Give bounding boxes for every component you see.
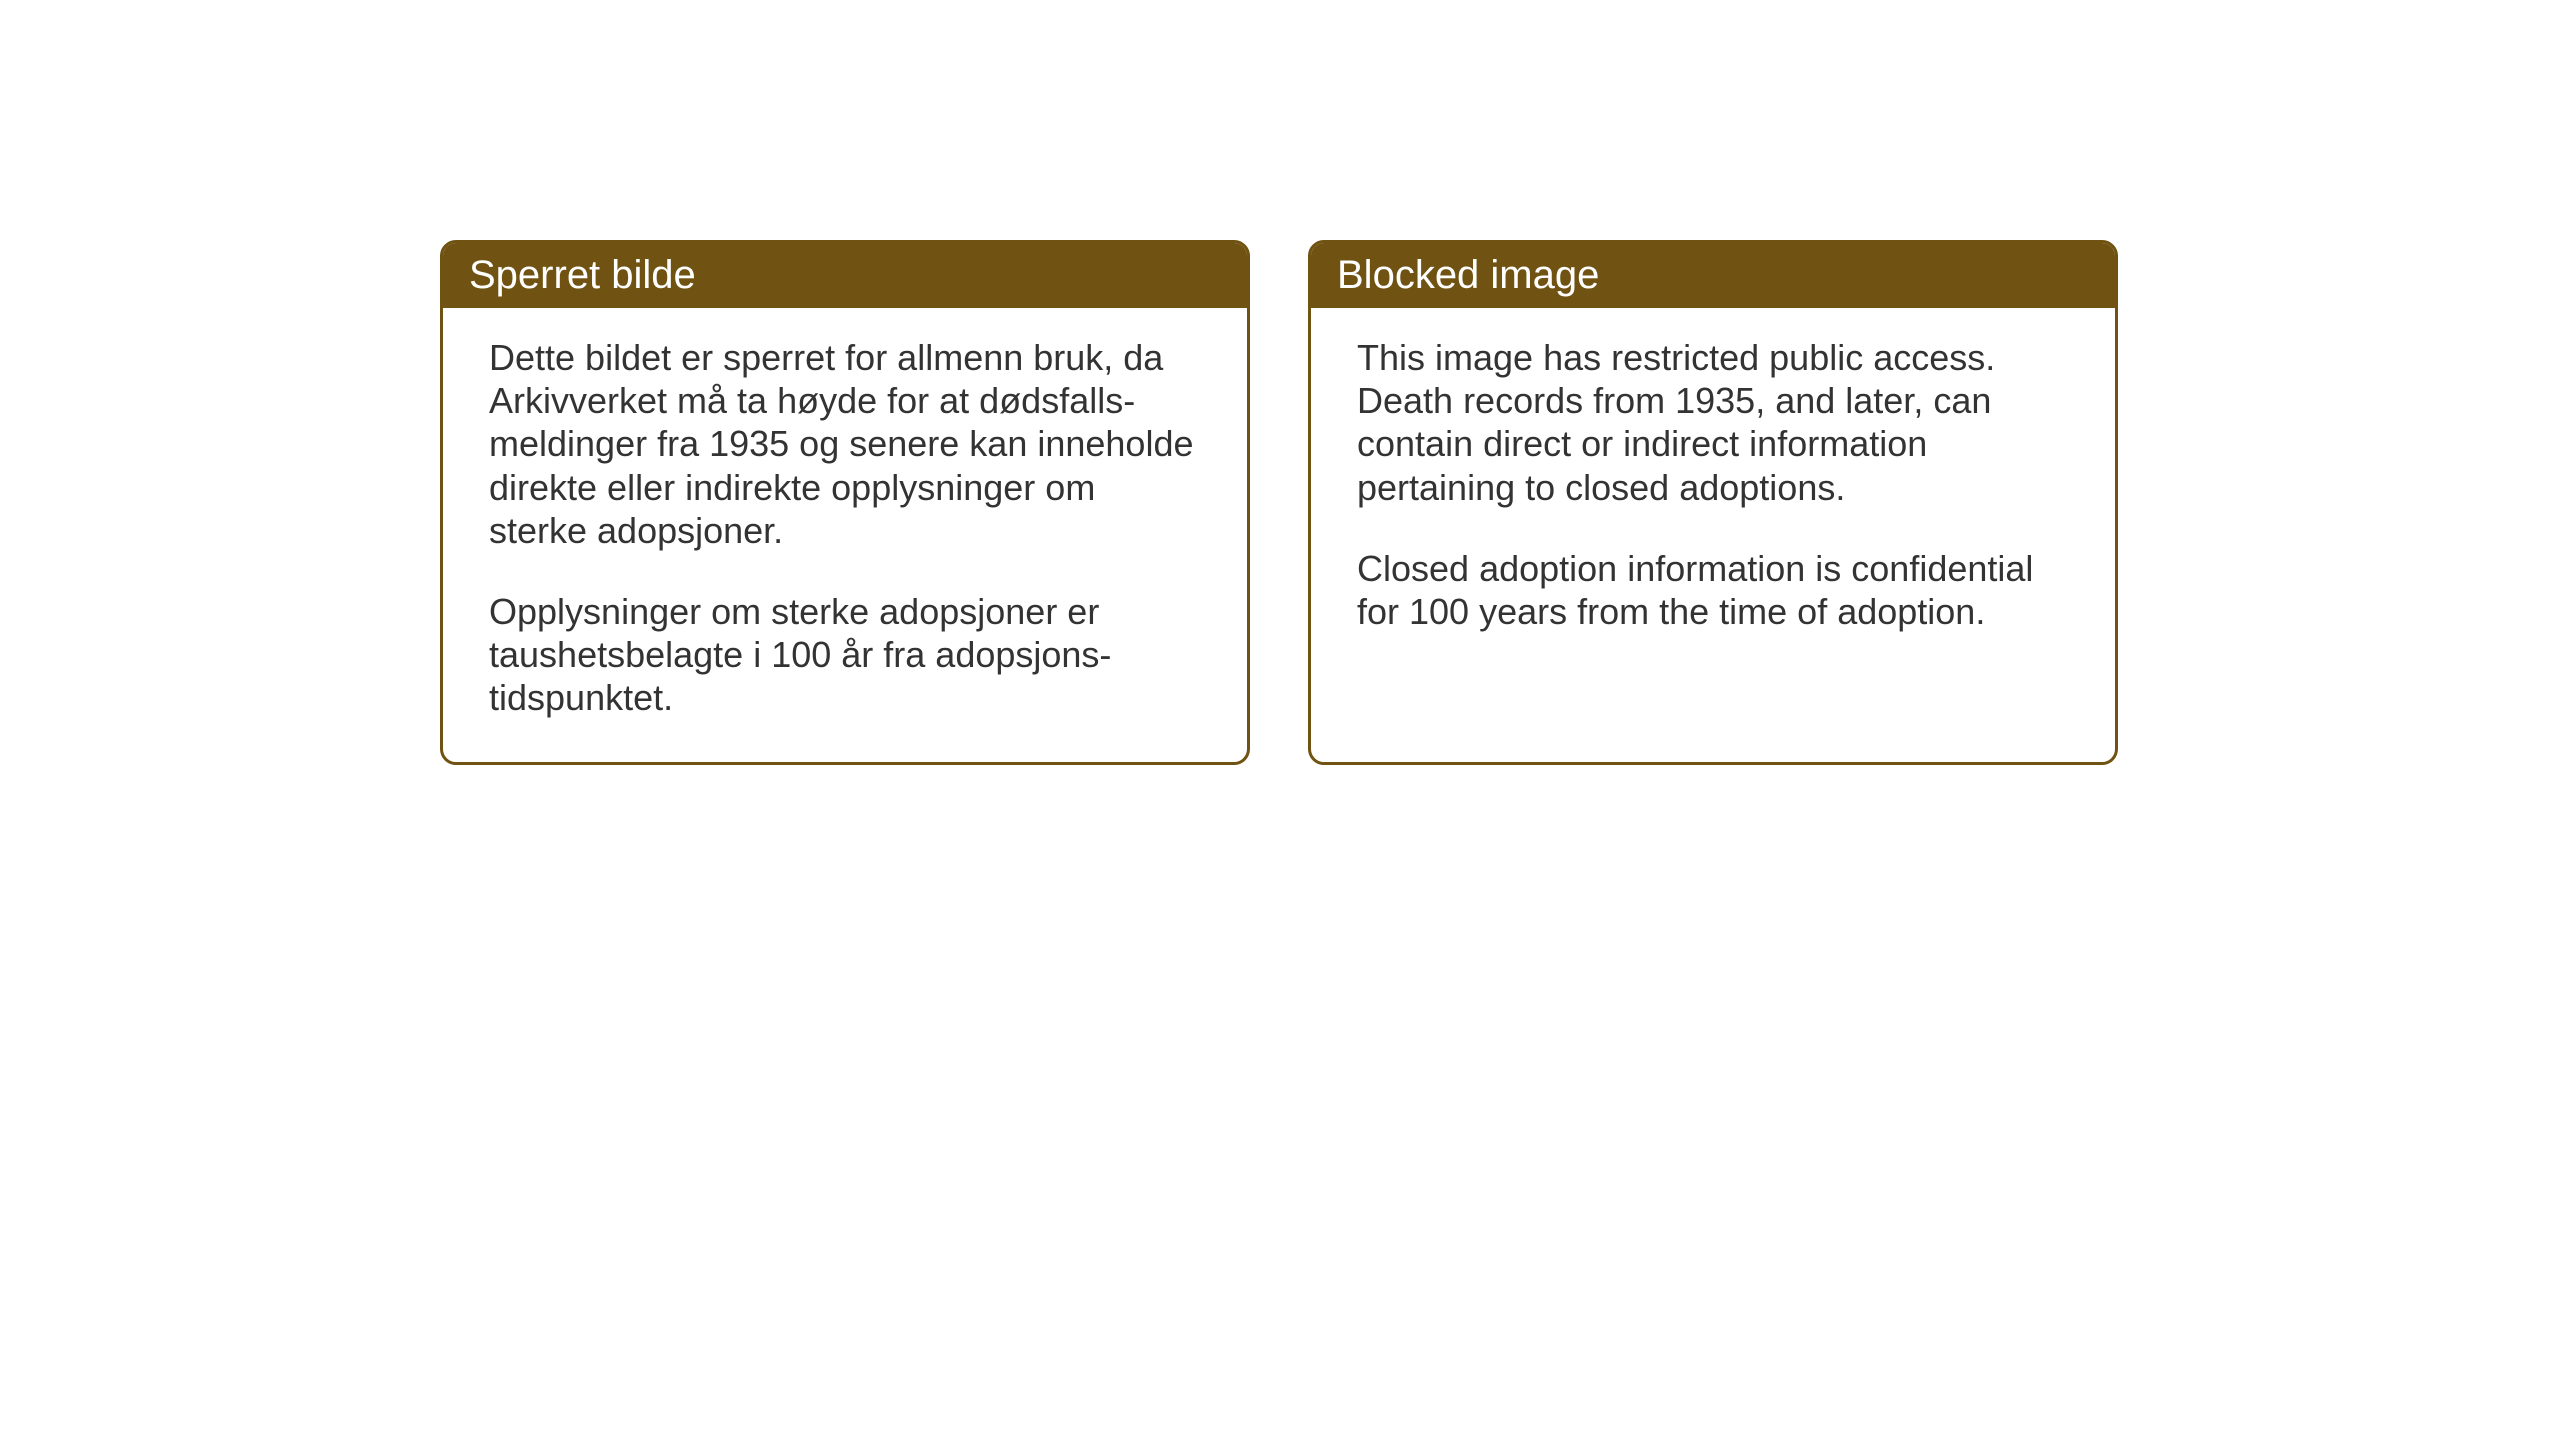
notice-container: Sperret bilde Dette bildet er sperret fo… (440, 240, 2118, 765)
notice-paragraph-2-norwegian: Opplysninger om sterke adopsjoner er tau… (489, 590, 1201, 720)
notice-paragraph-1-norwegian: Dette bildet er sperret for allmenn bruk… (489, 336, 1201, 552)
notice-box-english: Blocked image This image has restricted … (1308, 240, 2118, 765)
notice-body-english: This image has restricted public access.… (1311, 308, 2115, 675)
notice-header-english: Blocked image (1311, 243, 2115, 308)
notice-body-norwegian: Dette bildet er sperret for allmenn bruk… (443, 308, 1247, 762)
notice-paragraph-2-english: Closed adoption information is confident… (1357, 547, 2069, 633)
notice-header-norwegian: Sperret bilde (443, 243, 1247, 308)
notice-paragraph-1-english: This image has restricted public access.… (1357, 336, 2069, 509)
notice-box-norwegian: Sperret bilde Dette bildet er sperret fo… (440, 240, 1250, 765)
